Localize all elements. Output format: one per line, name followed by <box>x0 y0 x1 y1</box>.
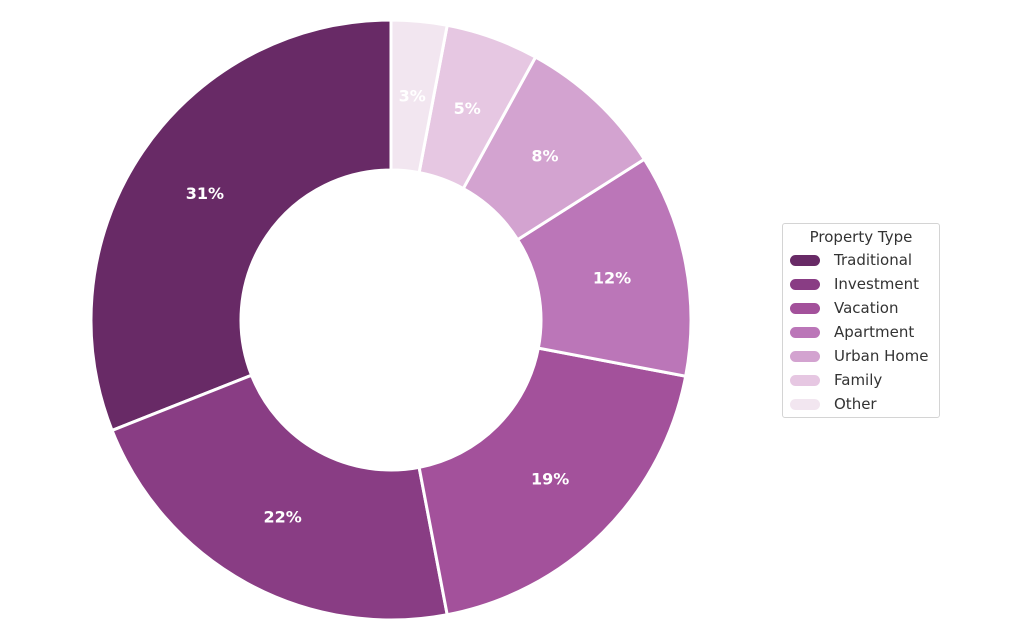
legend-label-apartment: Apartment <box>834 323 915 341</box>
slice-vacation <box>417 346 688 617</box>
labels-group: 31% 22% 19% 12% 8% 5% 3% <box>186 87 631 527</box>
legend-label-vacation: Vacation <box>834 299 899 317</box>
legend-items: Traditional Investment Vacation Apartment Ur… <box>789 248 933 416</box>
legend-item-urban-home: Urban Home <box>789 344 933 368</box>
legend-item-family: Family <box>789 368 933 392</box>
legend-swatch-other <box>790 398 820 410</box>
legend-label-traditional: Traditional <box>834 251 913 269</box>
legend-label-urban-home: Urban Home <box>834 347 929 365</box>
legend-item-apartment: Apartment <box>789 320 933 344</box>
legend-swatch-family <box>790 374 820 386</box>
legend-label-investment: Investment <box>834 275 919 293</box>
slice-label-other: 3% <box>399 87 426 106</box>
slice-investment <box>110 373 449 622</box>
slice-label-apartment: 12% <box>593 268 631 287</box>
legend-item-traditional: Traditional <box>789 248 933 272</box>
slices-group <box>89 18 693 622</box>
slice-other <box>389 18 449 175</box>
slice-label-urban-home: 8% <box>531 146 558 165</box>
legend: Property Type Traditional Investment Vacat… <box>782 223 940 418</box>
legend-item-other: Other <box>789 392 933 416</box>
slice-label-vacation: 19% <box>531 470 569 489</box>
slice-label-family: 5% <box>454 99 481 118</box>
legend-swatch-apartment <box>790 326 820 338</box>
slice-label-traditional: 31% <box>186 184 224 203</box>
legend-item-vacation: Vacation <box>789 296 933 320</box>
slice-label-investment: 22% <box>263 508 301 527</box>
legend-title: Property Type <box>809 228 913 246</box>
legend-swatch-traditional <box>790 254 820 266</box>
legend-label-family: Family <box>834 371 883 389</box>
legend-swatch-vacation <box>790 302 820 314</box>
legend-swatch-urban-home <box>790 350 820 362</box>
legend-label-other: Other <box>834 395 877 413</box>
legend-item-investment: Investment <box>789 272 933 296</box>
legend-swatch-investment <box>790 278 820 290</box>
slice-traditional <box>89 18 393 433</box>
